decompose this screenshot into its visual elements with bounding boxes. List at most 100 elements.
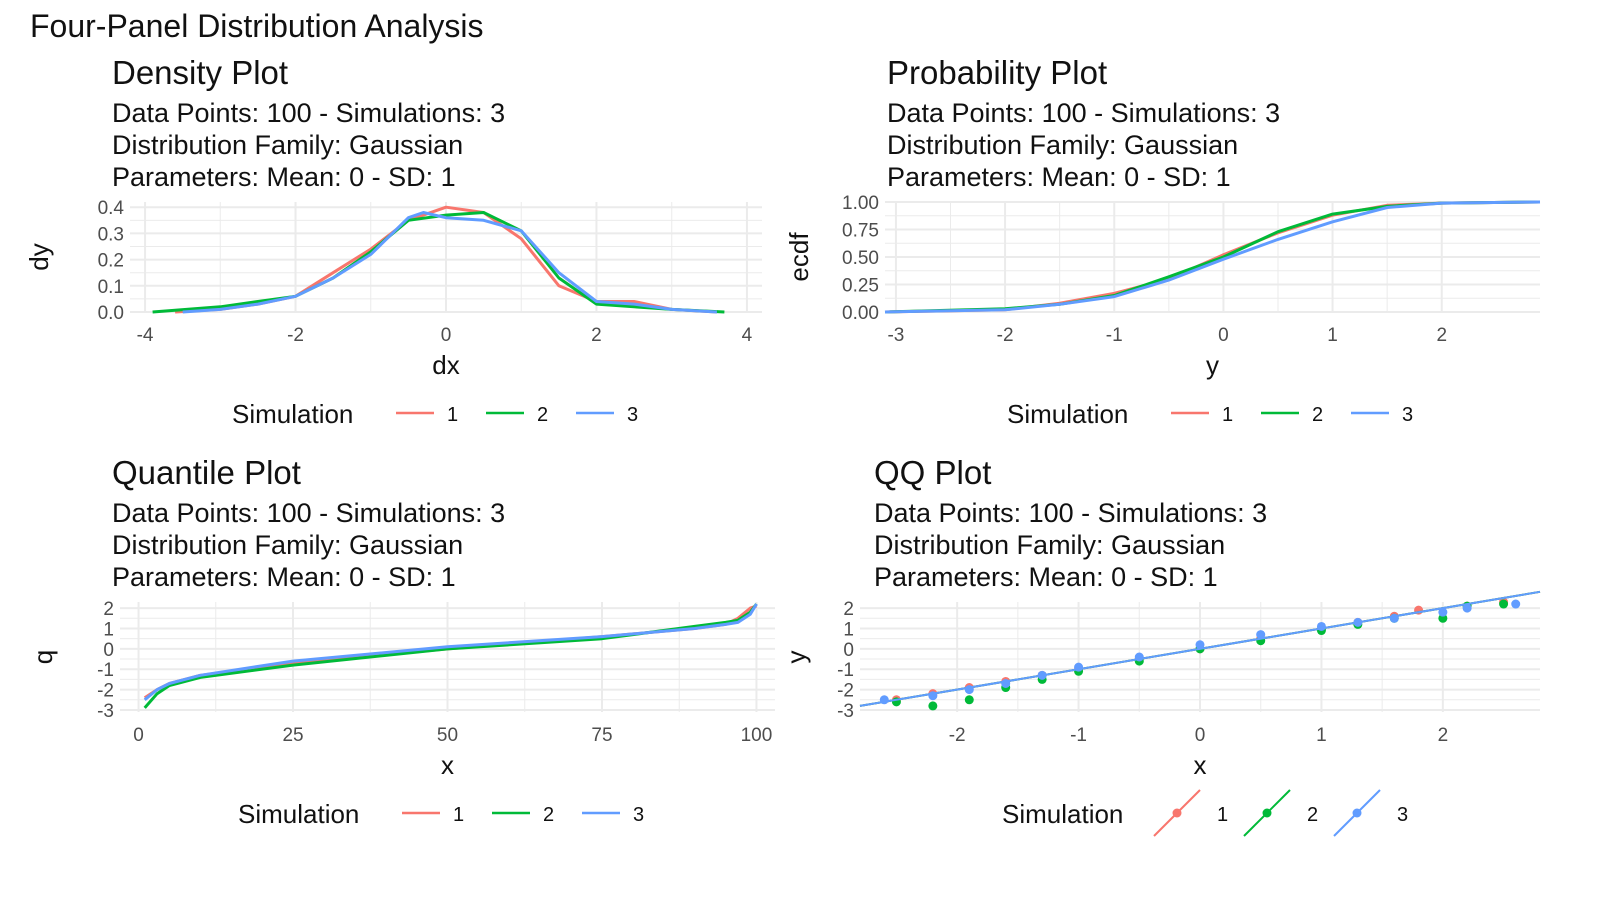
y-tick-label: 0.1 — [98, 277, 124, 298]
y-tick-label: -1 — [97, 660, 114, 681]
panel-title: Density Plot — [112, 54, 288, 91]
legend-label-3: 3 — [627, 404, 638, 426]
x-tick-label: -4 — [137, 325, 154, 346]
y-tick-label: 1 — [843, 619, 854, 640]
qq-point-series-3 — [1134, 652, 1144, 662]
line-series-1 — [143, 604, 757, 699]
legend-key-point-3 — [1352, 808, 1362, 818]
y-tick-label: -1 — [837, 660, 854, 681]
legend-label-2: 2 — [1312, 404, 1323, 426]
panel-subtitle: Parameters: Mean: 0 - SD: 1 — [112, 162, 456, 192]
qq-point-series-3 — [928, 691, 938, 701]
qq-point-series-3 — [1001, 678, 1011, 688]
legend-label-3: 3 — [1397, 804, 1408, 826]
main-title: Four-Panel Distribution Analysis — [30, 8, 484, 44]
line-series-3 — [143, 603, 758, 701]
panel-subtitle: Data Points: 100 - Simulations: 3 — [112, 98, 505, 128]
panel-qq-plot: QQ Plot Data Points: 100 - Simulations: 3… — [781, 454, 1541, 837]
panel-subtitle: Data Points: 100 - Simulations: 3 — [874, 498, 1267, 528]
x-tick-label: 4 — [742, 325, 753, 346]
y-tick-label: 0.2 — [98, 251, 124, 272]
x-tick-label: 1 — [1327, 325, 1338, 346]
x-tick-label: -2 — [287, 325, 304, 346]
legend-label-1: 1 — [447, 404, 458, 426]
x-tick-label: -2 — [997, 325, 1014, 346]
y-tick-label: 0.75 — [842, 221, 879, 242]
y-tick-label: 0 — [103, 640, 114, 661]
x-tick-label: 0 — [1195, 725, 1206, 746]
panel-subtitle: Parameters: Mean: 0 - SD: 1 — [112, 562, 456, 592]
legend-label-2: 2 — [543, 804, 554, 826]
qq-point-series-3 — [1074, 662, 1084, 672]
y-tick-label: 0.4 — [98, 198, 125, 219]
panel-title: QQ Plot — [874, 454, 991, 491]
x-tick-label: 100 — [741, 725, 773, 746]
x-tick-label: -1 — [1070, 725, 1087, 746]
y-tick-label: 2 — [843, 599, 854, 620]
qq-point-series-2 — [1499, 599, 1509, 609]
qq-point-series-3 — [1037, 670, 1047, 680]
qq-point-series-3 — [1389, 613, 1399, 623]
legend-key-point-2 — [1262, 808, 1272, 818]
y-tick-label: 1 — [103, 619, 114, 640]
x-tick-label: -1 — [1106, 325, 1123, 346]
panel-title: Quantile Plot — [112, 454, 301, 491]
legend-title: Simulation — [232, 399, 353, 429]
x-tick-label: 1 — [1316, 725, 1327, 746]
legend-label-3: 3 — [633, 804, 644, 826]
x-axis-label: x — [1194, 750, 1207, 780]
qq-point-series-3 — [879, 695, 889, 705]
x-tick-label: -2 — [949, 725, 966, 746]
y-tick-label: -3 — [97, 701, 114, 722]
x-tick-label: 0 — [1218, 325, 1229, 346]
qq-point-series-3 — [1353, 617, 1363, 627]
line-series-2 — [143, 603, 758, 709]
y-axis-label: y — [781, 651, 811, 664]
y-tick-label: 0.0 — [98, 303, 124, 324]
x-axis-label: x — [441, 750, 454, 780]
qq-point-series-2 — [928, 701, 938, 711]
legend-label-2: 2 — [537, 404, 548, 426]
y-tick-label: 0.50 — [842, 248, 879, 269]
panel-density-plot: Density Plot Data Points: 100 - Simulatio… — [24, 54, 762, 429]
legend-label-3: 3 — [1402, 404, 1413, 426]
legend-label-2: 2 — [1307, 804, 1318, 826]
x-tick-label: 2 — [1438, 725, 1449, 746]
y-tick-label: -2 — [837, 681, 854, 702]
panel-subtitle: Distribution Family: Gaussian — [112, 130, 463, 160]
legend-label-1: 1 — [453, 804, 464, 826]
x-axis-label: dx — [432, 350, 459, 380]
panel-subtitle: Parameters: Mean: 0 - SD: 1 — [887, 162, 1231, 192]
y-tick-label: 2 — [103, 599, 114, 620]
legend-label-1: 1 — [1222, 404, 1233, 426]
panel-subtitle: Parameters: Mean: 0 - SD: 1 — [874, 562, 1218, 592]
y-tick-label: -2 — [97, 681, 114, 702]
legend: Simulation 1 2 3 — [238, 799, 644, 829]
legend-title: Simulation — [1007, 399, 1128, 429]
qq-point-series-3 — [1462, 603, 1472, 613]
qq-point-series-3 — [1438, 607, 1448, 617]
x-tick-label: 0 — [133, 725, 144, 746]
qq-point-series-3 — [1256, 630, 1266, 640]
legend-title: Simulation — [238, 799, 359, 829]
qq-point-series-3 — [964, 685, 974, 695]
legend: Simulation 1 2 3 — [1002, 789, 1408, 837]
line-series-2 — [152, 211, 725, 314]
x-tick-label: 75 — [591, 725, 612, 746]
y-tick-label: 1.00 — [842, 193, 879, 214]
legend-key-point-1 — [1172, 808, 1182, 818]
panel-subtitle: Data Points: 100 - Simulations: 3 — [887, 98, 1280, 128]
y-tick-label: 0 — [843, 640, 854, 661]
y-tick-label: 0.00 — [842, 303, 879, 324]
panel-subtitle: Distribution Family: Gaussian — [887, 130, 1238, 160]
line-series-3 — [884, 200, 1541, 314]
qq-point-series-3 — [1316, 621, 1326, 631]
legend: Simulation 1 2 3 — [232, 399, 638, 429]
panel-subtitle: Distribution Family: Gaussian — [112, 530, 463, 560]
x-tick-label: -3 — [887, 325, 904, 346]
y-tick-label: 0.25 — [842, 276, 879, 297]
qq-point-series-3 — [1511, 599, 1521, 609]
qq-point-series-2 — [964, 695, 974, 705]
legend-title: Simulation — [1002, 799, 1123, 829]
